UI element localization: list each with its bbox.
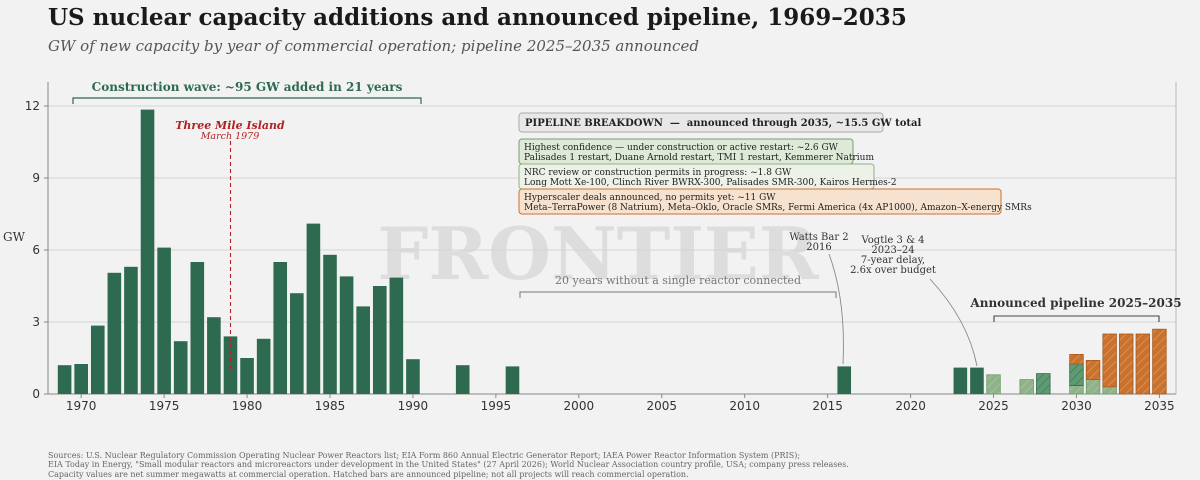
bar-1985	[323, 254, 337, 394]
bar-2024	[970, 367, 984, 394]
y-tick-label: 12	[25, 99, 40, 113]
x-tick-label: 2025	[978, 399, 1009, 413]
tmi-label: Three Mile Island	[175, 119, 285, 132]
bar-1986	[339, 276, 354, 394]
bar-1993	[455, 365, 470, 394]
x-tick-label: 1975	[149, 399, 180, 413]
breakdown-high-line2: Palisades 1 restart, Duane Arnold restar…	[524, 153, 874, 163]
bar-1970	[74, 364, 88, 394]
vogtle-arrow	[929, 278, 978, 367]
bar-1980	[240, 358, 254, 394]
bar-1981	[256, 338, 271, 394]
x-tick-label: 1995	[481, 399, 512, 413]
bar-1969	[57, 365, 72, 394]
watts-bar-annotation: Watts Bar 2 2016	[789, 232, 849, 365]
construction-wave-bracket: Construction wave: ~95 GW added in 21 ye…	[72, 80, 422, 104]
gap-bracket: 20 years without a single reactor connec…	[519, 274, 837, 298]
pipeline-bar-2025-0	[986, 374, 1001, 395]
bar-1977	[190, 262, 205, 394]
bar-2023	[953, 367, 968, 394]
bar-1971	[90, 325, 105, 394]
breakdown-hyperscaler-line1: Hyperscaler deals announced, no permits …	[524, 193, 776, 203]
pipeline-bar-2031-0	[1085, 379, 1101, 395]
vogtle-annotation: Vogtle 3 & 4 2023–24 7-year delay, 2.6x …	[850, 235, 978, 367]
chart-subtitle: GW of new capacity by year of commercial…	[48, 37, 699, 55]
y-tick-label: 0	[32, 387, 40, 401]
tmi-date: March 1979	[200, 131, 260, 142]
bar-1983	[290, 293, 304, 394]
pipeline-bar-2032-2	[1102, 333, 1117, 388]
breakdown-box-hyperscaler	[518, 188, 1002, 215]
vogtle-label-line4: 2.6x over budget	[850, 265, 936, 276]
sources-note: Sources: U.S. Nuclear Regulatory Commiss…	[48, 451, 849, 479]
breakdown-header: PIPELINE BREAKDOWN — announced through 2…	[525, 118, 921, 129]
x-tick-label: 1985	[315, 399, 346, 413]
pipeline-bars	[986, 328, 1167, 395]
x-tick-label: 2015	[812, 399, 843, 413]
breakdown-nrc-line2: Long Mott Xe-100, Clinch River BWRX-300,…	[524, 178, 897, 188]
vogtle-label-line3: 7-year delay,	[861, 255, 925, 266]
breakdown-hyperscaler-line2: Meta–TerraPower (8 Natrium), Meta–Oklo, …	[524, 202, 1032, 213]
bar-1978	[207, 317, 221, 394]
x-tick-labels: 1970 1975 1980 1985 1990 1995 2000 2005 2010 2015…	[66, 394, 1175, 413]
bar-1975	[157, 247, 171, 394]
pipeline-breakdown-panel: PIPELINE BREAKDOWN — announced through 2…	[518, 112, 1032, 215]
bar-1973	[124, 266, 138, 394]
y-tick-label: 9	[32, 171, 40, 185]
y-tick-label: 6	[32, 243, 40, 257]
sources-line-2: EIA Today in Energy, "Small modular reac…	[48, 460, 849, 470]
construction-wave-label: Construction wave: ~95 GW added in 21 ye…	[92, 80, 403, 94]
sources-line-3: Capacity values are net summer megawatts…	[48, 469, 689, 479]
x-tick-label: 2035	[1144, 399, 1175, 413]
y-tick-labels: 0 3 6 9 12	[25, 99, 48, 401]
pipeline-bar-2027-0	[1019, 379, 1034, 395]
pipeline-bar-2033-2	[1119, 333, 1134, 395]
bar-1987	[356, 306, 370, 394]
bar-2016	[837, 366, 852, 394]
watermark: FRONTIER	[377, 211, 820, 296]
breakdown-nrc-line1: NRC review or construction permits in pr…	[524, 168, 792, 178]
gap-label: 20 years without a single reactor connec…	[555, 274, 801, 287]
vogtle-label-line1: Vogtle 3 & 4	[860, 235, 924, 246]
pipeline-bar-2028-1	[1036, 373, 1051, 395]
bar-1984	[306, 223, 321, 394]
pipeline-bar-2030-0	[1069, 385, 1084, 395]
sources-line-1: Sources: U.S. Nuclear Regulatory Commiss…	[48, 451, 801, 460]
pipeline-label: Announced pipeline 2025–2035	[969, 296, 1181, 310]
x-tick-label: 2005	[646, 399, 677, 413]
x-tick-label: 2000	[564, 399, 595, 413]
watts-bar-label-line2: 2016	[806, 242, 831, 253]
chart-title: US nuclear capacity additions and announ…	[48, 4, 907, 31]
x-tick-label: 1980	[232, 399, 263, 413]
y-axis-label: GW	[3, 230, 26, 244]
bar-1990	[406, 359, 420, 394]
pipeline-bracket: Announced pipeline 2025–2035	[969, 296, 1182, 322]
watts-bar-label-line1: Watts Bar 2	[789, 232, 848, 243]
x-tick-label: 1990	[398, 399, 429, 413]
tmi-marker: Three Mile Island March 1979	[175, 119, 285, 372]
watts-bar-arrow	[828, 253, 844, 365]
bar-1988	[372, 286, 387, 394]
pipeline-bar-2034-2	[1135, 333, 1151, 395]
breakdown-high-line1: Highest confidence — under construction …	[524, 143, 839, 153]
vogtle-label-line2: 2023–24	[871, 245, 914, 256]
bar-1972	[107, 272, 122, 394]
bar-1976	[173, 341, 188, 394]
bar-1982	[273, 262, 288, 394]
pipeline-bar-2030-2	[1069, 353, 1084, 365]
x-tick-label: 2030	[1061, 399, 1092, 413]
x-tick-label: 2010	[729, 399, 760, 413]
pipeline-bar-2030-1	[1069, 363, 1084, 387]
pipeline-bar-2035-2	[1152, 328, 1167, 395]
y-tick-label: 3	[32, 315, 40, 329]
x-tick-label: 1970	[66, 399, 97, 413]
breakdown-header-box	[518, 112, 884, 133]
x-tick-label: 2020	[895, 399, 926, 413]
bar-1989	[389, 277, 404, 394]
pipeline-bar-2032-0	[1102, 386, 1117, 395]
bar-1974	[140, 109, 155, 394]
bar-1996	[505, 366, 520, 394]
pipeline-bar-2031-2	[1085, 359, 1101, 380]
